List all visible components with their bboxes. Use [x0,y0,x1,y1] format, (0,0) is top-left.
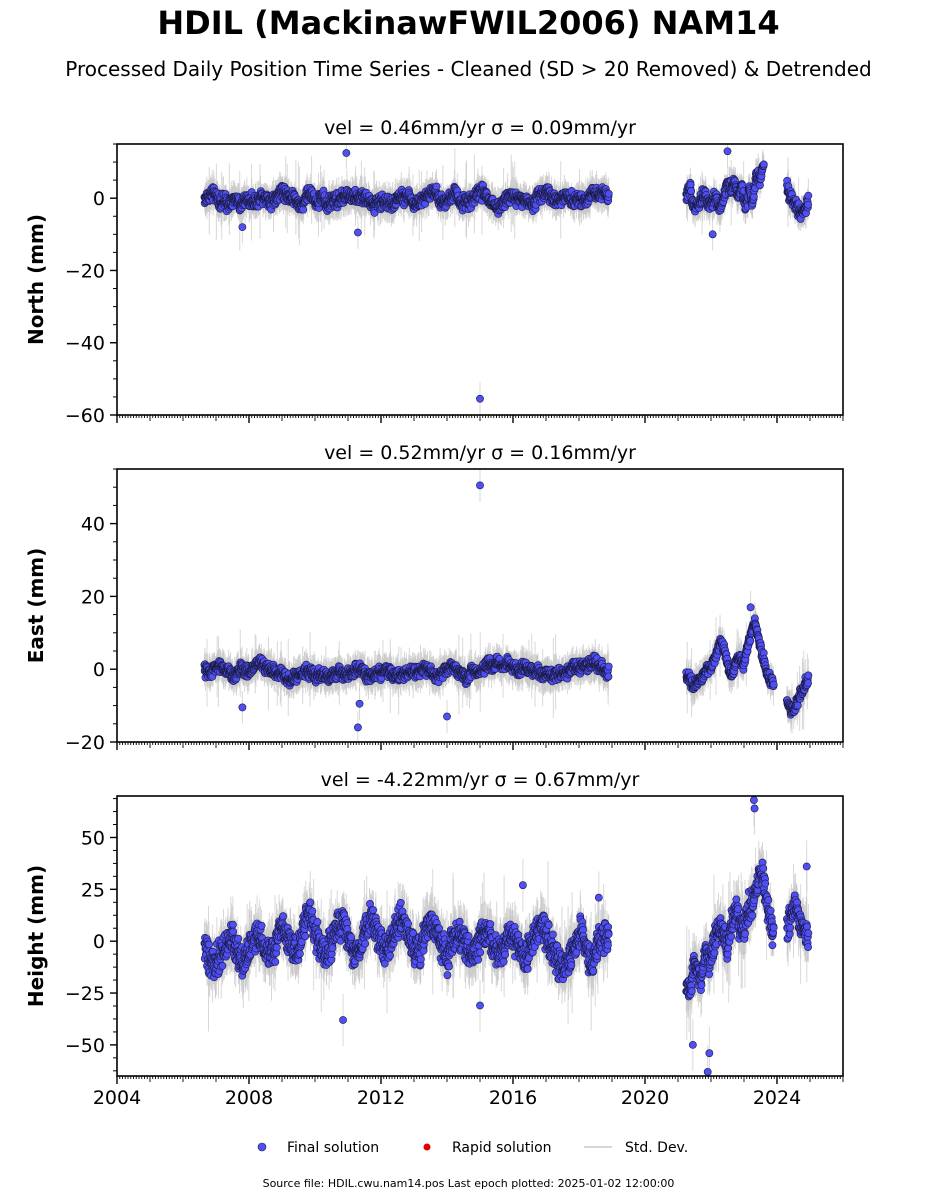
plot-area [200,469,813,742]
final-solution-point [476,394,484,403]
chart-subtitle: Processed Daily Position Time Series - C… [65,57,872,81]
y-tick-label: 0 [93,188,105,210]
final-solution-point [604,189,613,198]
plot-area [200,144,813,415]
final-solution-point [804,191,813,200]
y-axis-label: East (mm) [24,548,48,664]
panel-title: vel = 0.46mm/yr σ = 0.09mm/yr [324,117,636,139]
chart-title: HDIL (MackinawFWIL2006) NAM14 [157,4,780,42]
y-axis-label: North (mm) [24,214,48,345]
final-solution-point [238,223,247,232]
final-solution-point [723,147,732,156]
final-solution-point [353,228,362,237]
final-solution-point [759,160,768,169]
final-solution-point [804,200,812,209]
y-tick-label: −20 [65,260,105,282]
final-solution-points [200,147,813,403]
y-tick-label: −40 [65,333,105,355]
final-solution-point [687,187,695,195]
panel-title: vel = 0.52mm/yr σ = 0.16mm/yr [324,442,636,464]
final-solution-point [342,149,351,157]
stddev-bars [203,144,809,415]
y-tick-label: −60 [65,405,105,427]
final-solution-point [708,230,717,239]
stddev-bars [203,469,809,742]
